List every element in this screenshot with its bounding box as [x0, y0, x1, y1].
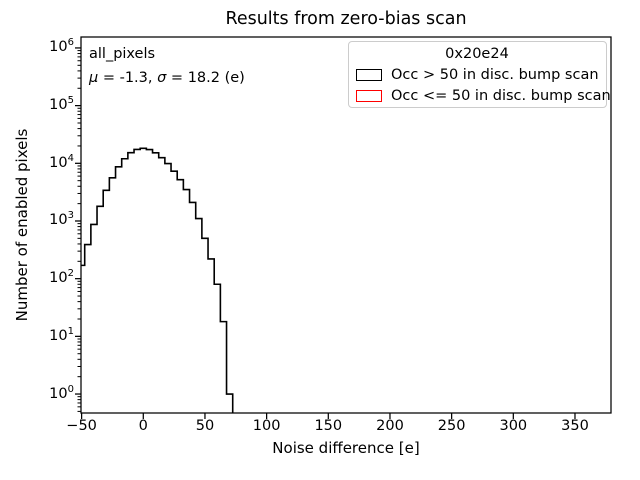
- legend-entry: Occ <= 50 in disc. bump scan: [356, 85, 611, 106]
- x-tick-label: 300: [499, 418, 528, 434]
- legend-entry: Occ > 50 in disc. bump scan: [356, 64, 599, 85]
- stats-annotation: all_pixels μ = -1.3, σ = 18.2 (e): [89, 46, 245, 94]
- y-axis-label: Number of enabled pixels: [13, 128, 31, 322]
- annotation-mu-sigma: μ = -1.3, σ = 18.2 (e): [89, 70, 245, 86]
- legend-swatch: [356, 89, 382, 102]
- annotation-dataset-name: all_pixels: [89, 46, 156, 62]
- legend-swatch: [356, 68, 382, 81]
- y-tick-label: 104: [49, 152, 74, 171]
- y-tick-label: 102: [49, 268, 74, 287]
- x-axis-label: Noise difference [e]: [272, 439, 420, 457]
- x-tick-label: −50: [66, 418, 97, 434]
- legend-entries: Occ > 50 in disc. bump scan Occ <= 50 in …: [356, 64, 611, 106]
- x-tick-label: 0: [138, 418, 148, 434]
- legend-entry-label: Occ <= 50 in disc. bump scan: [391, 87, 611, 104]
- y-tick-label: 103: [49, 210, 74, 229]
- y-tick-label: 100: [49, 383, 74, 402]
- legend-entry-label: Occ > 50 in disc. bump scan: [391, 66, 599, 83]
- legend-title: 0x20e24: [445, 46, 509, 62]
- x-tick-label: 350: [561, 418, 589, 434]
- plot-frame: [80, 36, 612, 414]
- chart-title: Results from zero-bias scan: [225, 9, 467, 29]
- y-tick-label: 106: [49, 37, 74, 56]
- y-tick-label: 105: [49, 95, 74, 114]
- x-tick-label: 200: [376, 418, 404, 434]
- y-tick-label: 101: [49, 326, 74, 344]
- histogram-line-occ-gt-50: [81, 147, 234, 413]
- x-tick-label: 250: [437, 418, 466, 434]
- x-tick-label: 50: [195, 418, 215, 434]
- x-tick-label: 100: [252, 418, 281, 434]
- legend: 0x20e24 Occ > 50 in disc. bump scan Occ <…: [348, 41, 611, 108]
- x-tick-label: 150: [314, 418, 343, 434]
